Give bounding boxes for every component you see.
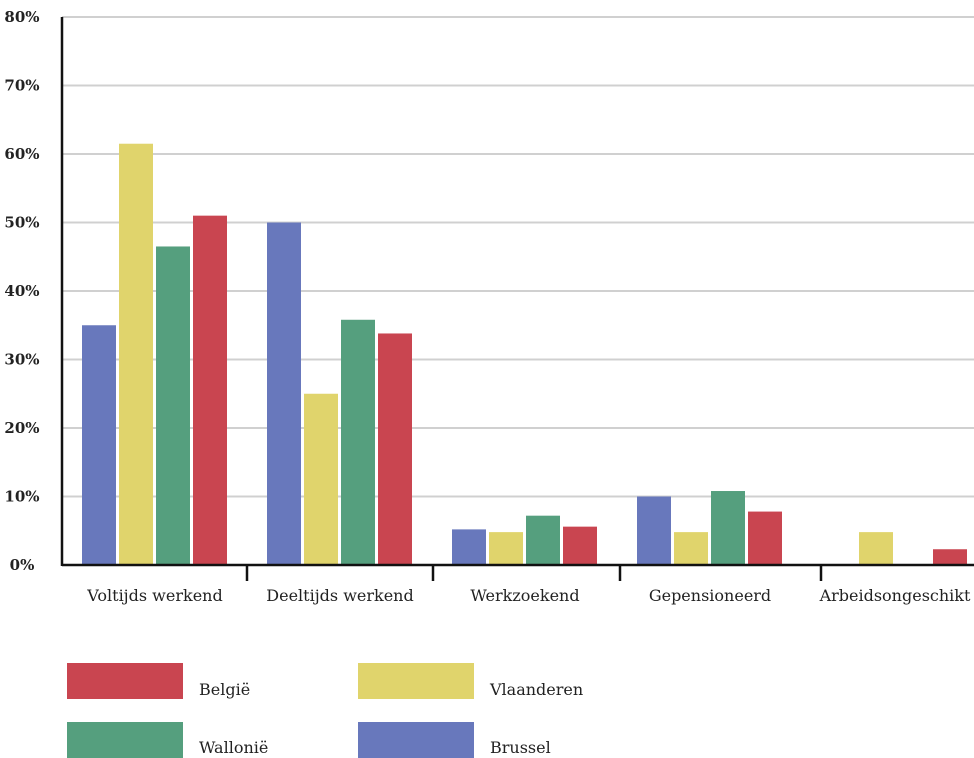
x-category-label: Voltijds werkend [86, 586, 222, 605]
x-category-label: Gepensioneerd [649, 586, 771, 605]
x-category-labels: Voltijds werkend Deeltijds werkend Werkzoe… [86, 586, 971, 605]
bar [637, 496, 671, 565]
y-tick-label: 70% [4, 77, 39, 95]
x-category-label: Deeltijds werkend [266, 586, 413, 605]
bar [859, 532, 893, 565]
y-tick-label: 60% [4, 145, 39, 163]
y-tick-label: 10% [4, 488, 39, 506]
y-tick-label: 40% [4, 282, 39, 300]
y-tick-label: 50% [4, 214, 39, 232]
bar [748, 511, 782, 565]
bar [82, 325, 116, 565]
bar [711, 491, 745, 565]
bar [452, 529, 486, 565]
bar [267, 222, 301, 565]
y-tick-label: 80% [4, 8, 39, 26]
x-category-label: Arbeidsongeschikt [819, 586, 971, 605]
bars [82, 143, 967, 565]
bar [378, 333, 412, 565]
bar [304, 393, 338, 565]
bar [193, 215, 227, 565]
x-category-label: Werkzoekend [470, 586, 579, 605]
y-tick-label: 20% [4, 419, 39, 437]
bar [156, 246, 190, 565]
bar [341, 319, 375, 565]
y-tick-label: 0% [10, 556, 35, 574]
bar [119, 143, 153, 565]
bar [563, 526, 597, 565]
y-tick-labels: 0% 10% 20% 30% 40% 50% 60% 70% 80% [4, 8, 39, 574]
bar [933, 549, 967, 565]
axes [60, 17, 974, 581]
bar [526, 515, 560, 565]
bar [489, 532, 523, 565]
y-tick-label: 30% [4, 351, 39, 369]
bar [674, 532, 708, 565]
